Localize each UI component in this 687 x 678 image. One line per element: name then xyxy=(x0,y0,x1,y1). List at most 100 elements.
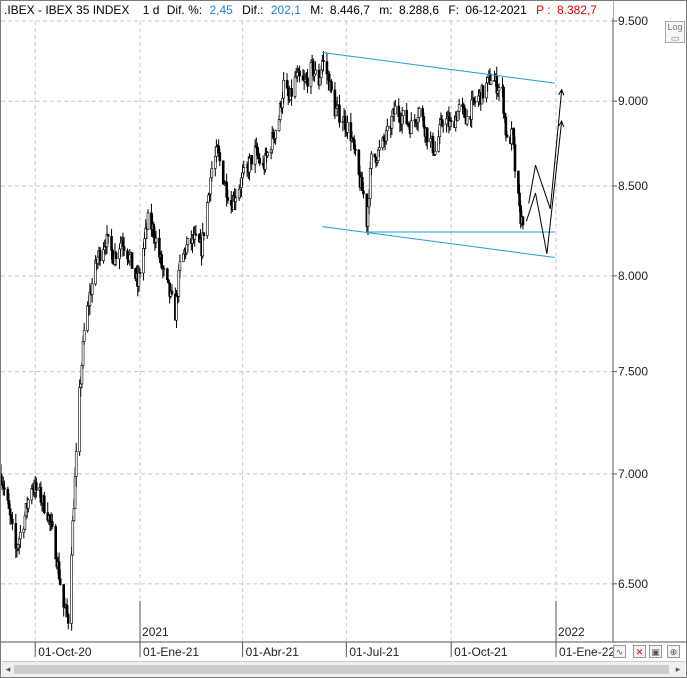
candle-body xyxy=(258,157,262,164)
price-label: P : xyxy=(536,3,550,17)
candle-body xyxy=(330,81,333,91)
candle-body xyxy=(250,155,254,165)
date-value: 06-12-2021 xyxy=(465,3,527,17)
candle-body xyxy=(298,70,301,77)
y-tick-label: 8.500 xyxy=(618,179,648,193)
projection-arrow-b[interactable] xyxy=(525,121,563,254)
candle-body xyxy=(81,341,85,366)
candle-body xyxy=(202,232,206,236)
projection-arrow-a-arrowhead xyxy=(558,88,565,96)
log-scale-button[interactable]: Log ▭ xyxy=(665,21,685,43)
channel-lower-line[interactable] xyxy=(322,226,555,258)
candle-body xyxy=(473,101,477,103)
candle-body xyxy=(445,118,448,125)
y-axis: 6.500 7.000 7.500 8.000 8.500 9.000 9.500 xyxy=(613,14,648,591)
chart-header: .IBEX - IBEX 35 INDEX 1 d Dif. %: 2,45 D… xyxy=(4,3,597,17)
candle-body xyxy=(457,104,461,112)
candle-body xyxy=(70,554,73,624)
candle-body xyxy=(114,252,118,260)
wave-icon[interactable]: ∿ xyxy=(613,645,626,658)
candle-body xyxy=(234,197,238,203)
candle-body xyxy=(50,521,54,527)
plot-area[interactable] xyxy=(1,1,613,642)
year-marker-label: 2022 xyxy=(558,625,585,639)
y-tick-label: 9.500 xyxy=(618,14,648,28)
candle-body xyxy=(106,234,110,237)
candle-body xyxy=(505,134,509,138)
year-markers: 2021 2022 xyxy=(139,601,585,642)
candle-body xyxy=(162,268,166,271)
candle-body xyxy=(306,77,309,87)
symbol-label: .IBEX - IBEX 35 INDEX xyxy=(4,3,129,17)
lock-icon[interactable]: ▣ xyxy=(649,645,662,658)
x-tick-label: 01-Jul-21 xyxy=(349,645,399,659)
candle-body xyxy=(154,237,158,243)
period-label: 1 d xyxy=(143,3,160,17)
horizontal-scrollbar[interactable]: ◂ ▸ xyxy=(2,661,685,677)
channel-upper-line[interactable] xyxy=(322,52,555,84)
candle-body xyxy=(266,152,269,157)
candle-body xyxy=(178,261,182,271)
x-tick-label: 01-Ene-21 xyxy=(143,645,199,659)
max-value: 8.446,7 xyxy=(330,3,370,17)
zoom-icon[interactable]: ⊕ xyxy=(667,645,680,658)
candle-body xyxy=(186,238,190,246)
candle-body xyxy=(425,127,429,143)
candle-body xyxy=(378,147,381,151)
close-icon[interactable]: ✕ xyxy=(633,645,646,658)
candle-body xyxy=(481,85,485,99)
dif-value: 202,1 xyxy=(271,3,301,17)
candle-body xyxy=(513,144,517,172)
candle-body xyxy=(465,116,469,125)
min-label: m: xyxy=(379,3,392,17)
x-tick-label: 01-Ene-22 xyxy=(559,645,615,659)
candle-body xyxy=(449,120,453,122)
candle-body xyxy=(272,132,275,139)
candle-body xyxy=(497,87,501,92)
scroll-right-icon[interactable]: ▸ xyxy=(675,664,681,674)
candle-body xyxy=(43,495,46,514)
candle-body xyxy=(166,268,169,281)
candle-body xyxy=(167,279,170,284)
log-scale-icon: ▭ xyxy=(670,33,680,43)
candle-body xyxy=(110,235,113,251)
candle-body xyxy=(138,272,142,274)
x-axis: 01-Oct-20 01-Ene-21 01-Abr-21 01-Jul-21 01-O… xyxy=(34,642,615,659)
projection-arrow-b-arrowhead xyxy=(558,119,565,127)
min-value: 8.288,6 xyxy=(399,3,439,17)
candle-body xyxy=(130,252,134,269)
y-tick-label: 7.000 xyxy=(618,467,648,481)
candle-body xyxy=(119,242,122,250)
candle-body xyxy=(370,153,373,169)
candle-body xyxy=(362,190,365,195)
candle-body xyxy=(19,532,22,540)
candle-body xyxy=(489,80,493,85)
candle-body xyxy=(242,167,246,174)
candle-body xyxy=(409,120,413,134)
candle-body xyxy=(35,482,38,491)
candle-body xyxy=(218,152,222,162)
log-label: Log xyxy=(667,22,683,32)
scroll-left-icon[interactable]: ◂ xyxy=(5,664,11,674)
candle-body xyxy=(521,216,525,226)
candle-body xyxy=(226,197,230,201)
projection-arrow-a[interactable] xyxy=(528,89,563,209)
candle-body xyxy=(463,107,467,118)
candle-body xyxy=(90,283,94,295)
candle-body xyxy=(205,202,209,236)
candle-body xyxy=(122,246,126,251)
candle-body xyxy=(82,330,86,342)
candle-body xyxy=(58,578,62,585)
candle-body xyxy=(431,136,435,153)
scroll-thumb[interactable] xyxy=(14,665,669,674)
candle-body xyxy=(441,123,445,126)
y-tick-label: 7.500 xyxy=(618,365,648,379)
y-tick-label: 9.000 xyxy=(618,94,648,108)
candle-body xyxy=(98,249,102,261)
candle-body xyxy=(3,487,6,490)
price-chart[interactable]: 2021 2022 6.500 7.000 7.500 8.000 8.500 9.000 9… xyxy=(1,1,686,661)
candle-body xyxy=(71,520,75,556)
candle-body xyxy=(438,124,442,137)
candle-body xyxy=(502,86,505,114)
candle-body xyxy=(210,168,214,179)
